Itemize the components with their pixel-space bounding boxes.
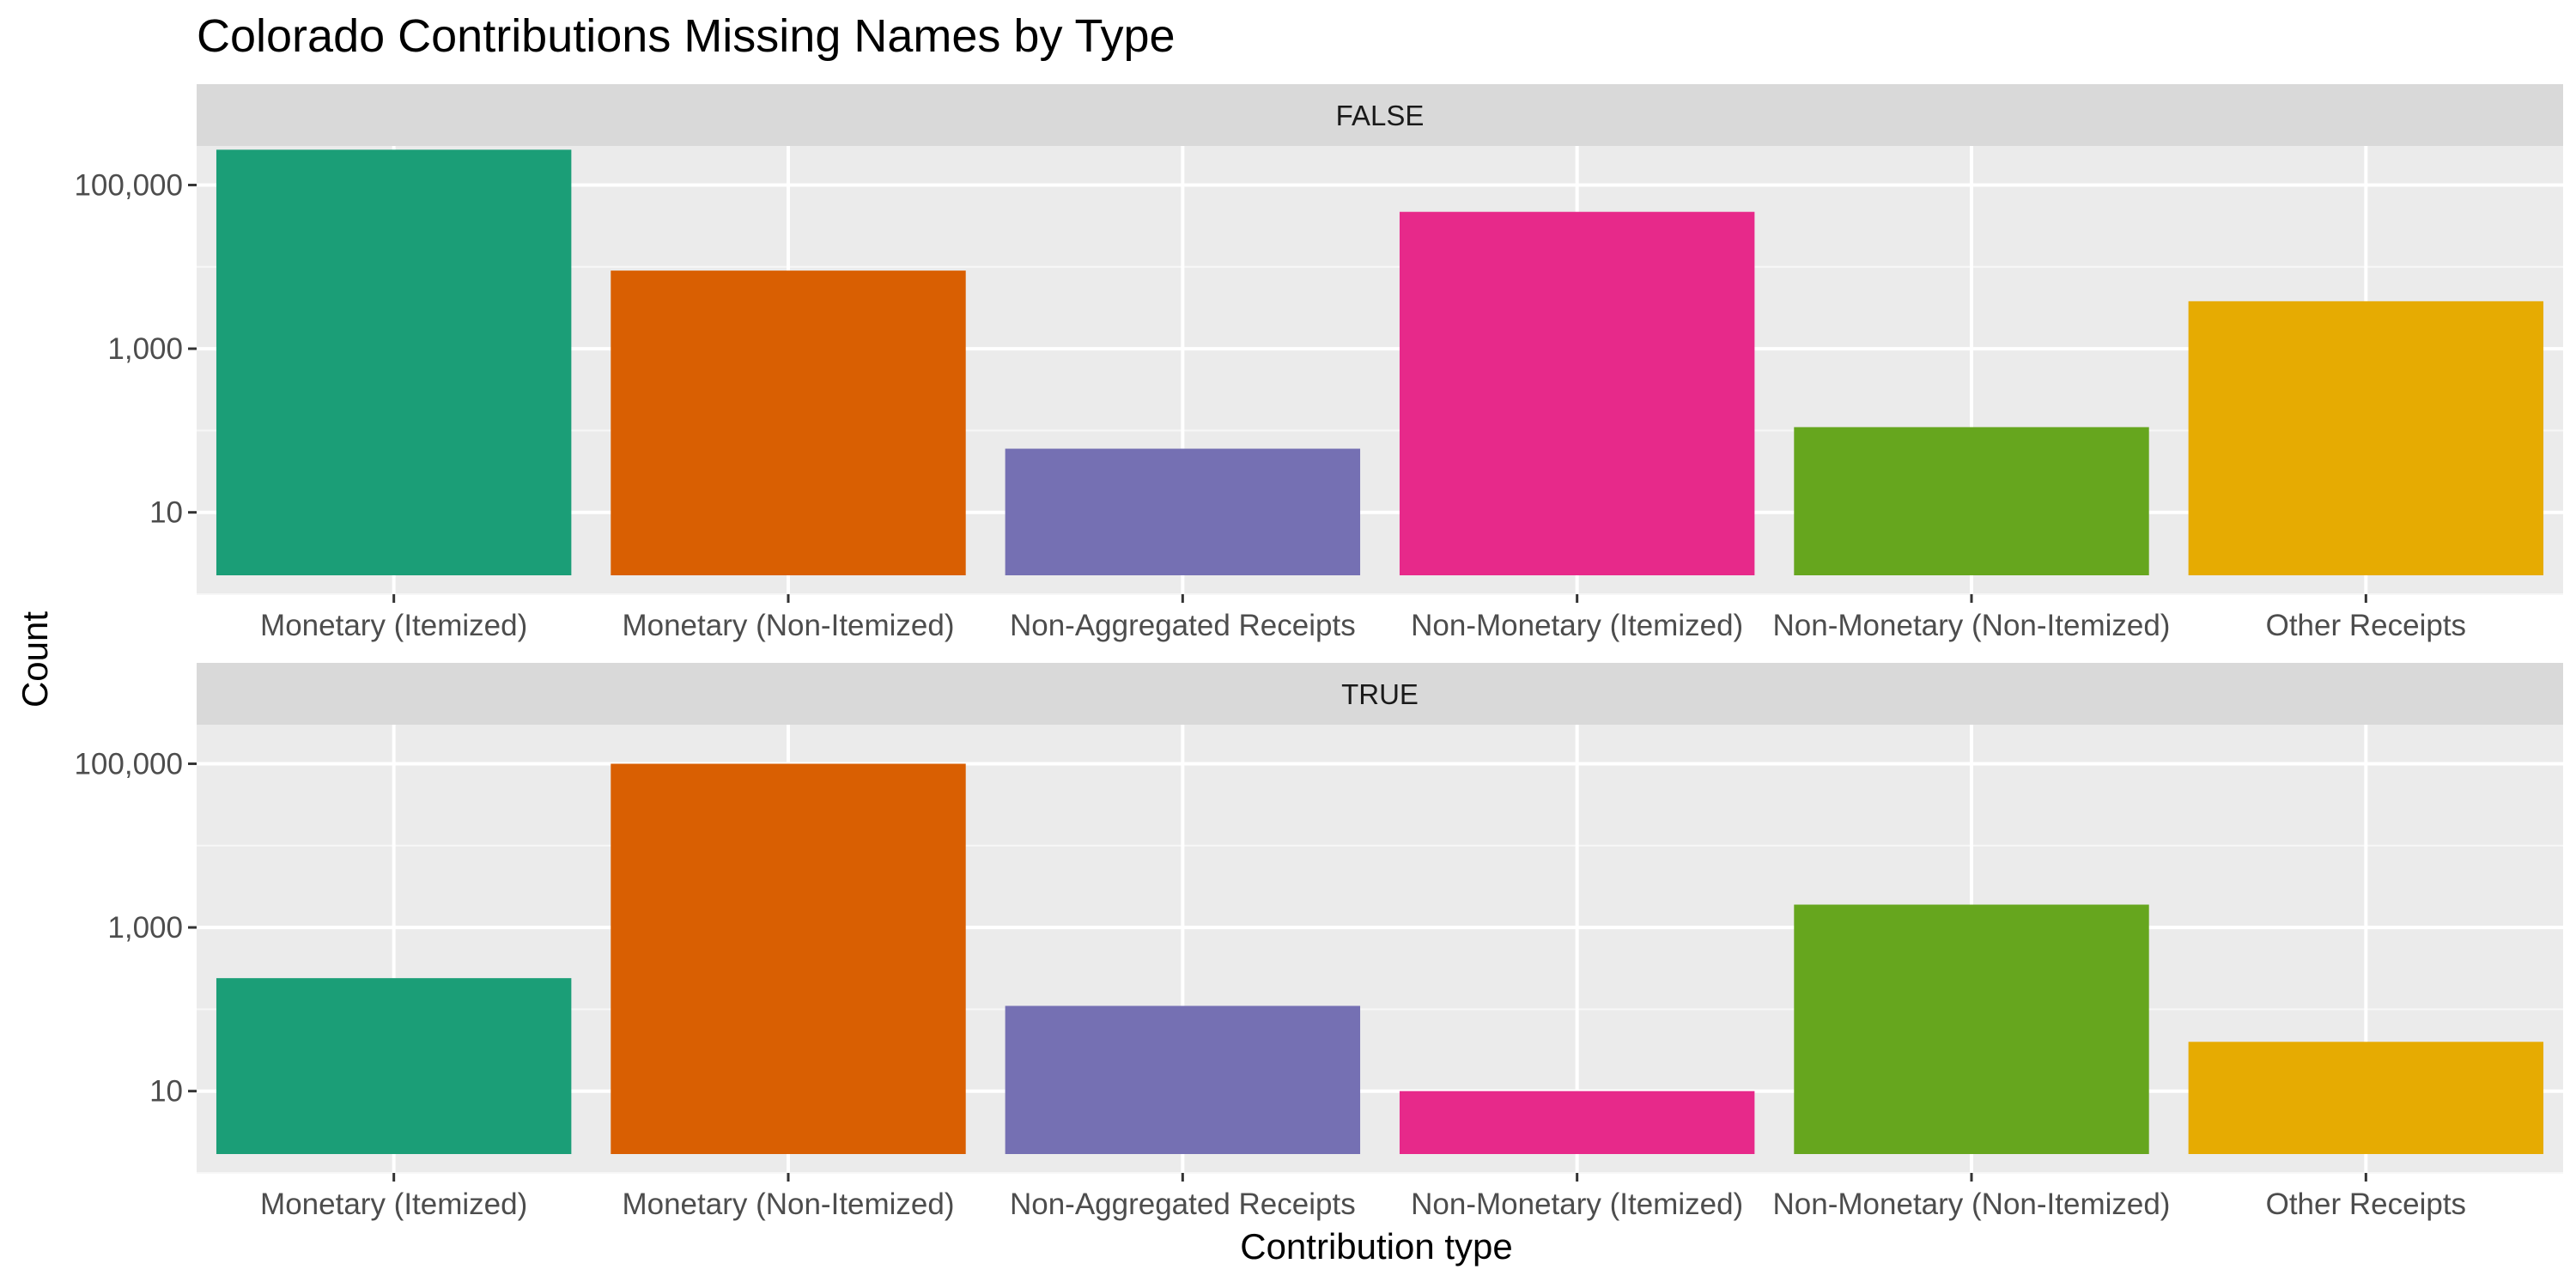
- bar-monetary-non-itemized: [611, 763, 966, 1154]
- y-tick-label: 100,000: [74, 168, 183, 202]
- facet-strip-label: TRUE: [1341, 678, 1419, 710]
- x-tick-label: Other Receipts: [2266, 1188, 2466, 1221]
- bar-monetary-itemized: [216, 149, 572, 575]
- bar-monetary-itemized: [216, 978, 572, 1154]
- x-tick-label: Monetary (Itemized): [260, 1188, 527, 1221]
- facet-strip: [197, 84, 2563, 146]
- bar-non-monetary-non-itemized: [1794, 904, 2149, 1154]
- bar-monetary-non-itemized: [611, 270, 966, 575]
- panel-true: TRUE 10 1,000 100,000 Monetary (Itemized) Mon…: [74, 663, 2563, 1221]
- x-tick-label: Non-Monetary (Itemized): [1411, 609, 1743, 642]
- bar-non-monetary-itemized: [1399, 1091, 1755, 1154]
- x-tick-label: Non-Monetary (Non-Itemized): [1773, 609, 2171, 642]
- bar-other-receipts: [2188, 1042, 2544, 1154]
- bar-non-aggregated-receipts: [1005, 1005, 1361, 1154]
- chart-title: Colorado Contributions Missing Names by …: [197, 10, 1176, 62]
- x-tick-label: Monetary (Non-Itemized): [622, 1188, 954, 1221]
- y-tick-label: 1,000: [107, 911, 183, 945]
- x-tick-label: Non-Monetary (Itemized): [1411, 1188, 1743, 1221]
- y-tick-label: 100,000: [74, 747, 183, 781]
- x-tick-label: Non-Aggregated Receipts: [1010, 1188, 1356, 1221]
- facet-strip: [197, 663, 2563, 725]
- x-tick-label: Non-Monetary (Non-Itemized): [1773, 1188, 2171, 1221]
- plot-panel: [197, 146, 2563, 594]
- x-tick-label: Non-Aggregated Receipts: [1010, 609, 1356, 642]
- x-tick-label: Monetary (Non-Itemized): [622, 609, 954, 642]
- x-axis-title: Contribution type: [1240, 1226, 1513, 1267]
- bar-non-aggregated-receipts: [1005, 448, 1361, 575]
- y-tick-label: 10: [149, 496, 183, 530]
- bar-other-receipts: [2188, 301, 2544, 575]
- bar-non-monetary-non-itemized: [1794, 427, 2149, 575]
- y-tick-label: 10: [149, 1075, 183, 1109]
- bar-non-monetary-itemized: [1399, 211, 1755, 575]
- facet-strip-label: FALSE: [1336, 100, 1425, 131]
- x-tick-label: Other Receipts: [2266, 609, 2466, 642]
- y-axis-title: Count: [15, 611, 55, 708]
- plot-panel: [197, 725, 2563, 1173]
- panel-false: FALSE 10 1,000 100,000 Monetary (Itemized) Mo…: [74, 84, 2563, 642]
- y-tick-label: 1,000: [107, 332, 183, 366]
- x-tick-label: Monetary (Itemized): [260, 609, 527, 642]
